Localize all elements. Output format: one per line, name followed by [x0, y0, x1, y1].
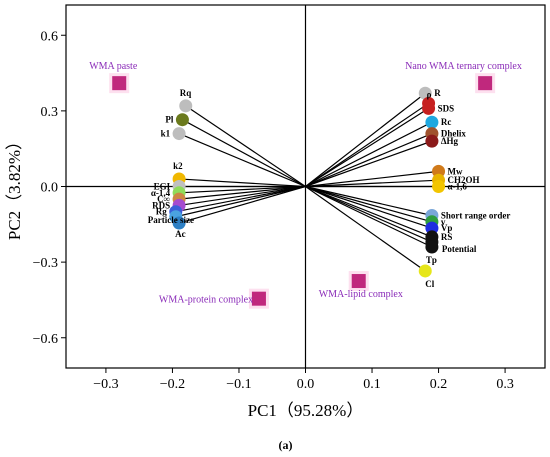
variable-label: Rc [441, 117, 452, 127]
variable-point [172, 127, 186, 141]
x-tick-label: −0.3 [93, 377, 118, 392]
variable-label: SDS [438, 103, 455, 113]
loading-vector [305, 185, 433, 229]
y-tick-label: 0.6 [41, 29, 59, 44]
loading-vector [305, 133, 433, 188]
loading-vector [305, 185, 433, 223]
group-label: WMA-protein complex [159, 295, 253, 306]
variable-label: Dhelix [441, 129, 467, 139]
group-marker [112, 76, 127, 91]
variable-label: Tp [426, 255, 437, 265]
x-axis-title: PC1（95.28%） [248, 401, 364, 420]
variable-point [432, 180, 446, 193]
loading-vector [305, 185, 433, 248]
variable-label: CH2OH [448, 175, 480, 185]
loading-vector [305, 179, 439, 188]
group-marker [351, 274, 366, 289]
y-axis-title: PC2（3.82%） [5, 133, 24, 240]
variable-point [172, 216, 186, 230]
loading-vector [305, 185, 433, 217]
y-tick-label: 0.3 [41, 105, 59, 120]
variable-label: ΔHg [441, 136, 459, 146]
loading-vector [182, 119, 306, 188]
loading-vector [175, 185, 306, 218]
loading-vector [179, 185, 306, 194]
loading-vector [305, 170, 439, 188]
variable-point [179, 99, 193, 113]
group-marker [251, 291, 266, 306]
x-tick-label: 0.3 [496, 377, 514, 392]
variable-point [422, 101, 436, 115]
variable-label: EGI [154, 182, 171, 192]
variable-label: Cl [425, 279, 434, 289]
variable-label: C∞ [157, 194, 170, 204]
loading-vector [305, 102, 429, 187]
variable-label: Potential [442, 244, 477, 254]
variable-label: v [441, 217, 446, 227]
panel-label: (a) [279, 438, 293, 452]
loading-vector [305, 186, 426, 272]
group-label: Nano WMA ternary complex [405, 61, 522, 72]
loading-vector [185, 105, 306, 187]
variable-label: Rq [180, 88, 192, 98]
x-axis-ticks: −0.3 −0.2 −0.1 0.0 0.1 0.2 0.3 [93, 368, 514, 392]
variable-label: Ac [175, 229, 186, 239]
y-tick-label: 0.0 [41, 181, 59, 196]
variable-point [425, 134, 439, 148]
variable-label: RDS [152, 200, 170, 210]
group-label: WMA-lipid complex [319, 289, 403, 300]
variable-point [418, 86, 432, 100]
loading-vector [305, 185, 433, 243]
variable-label: ρ [427, 89, 432, 99]
y-tick-label: −0.3 [33, 256, 58, 271]
loading-vector [175, 185, 306, 213]
y-axis-ticks: −0.6 −0.3 0.0 0.3 0.6 [33, 29, 66, 347]
variable-label: RS [441, 232, 453, 242]
loading-vector [178, 185, 306, 224]
variable-point [425, 115, 439, 129]
loading-vector [305, 140, 433, 188]
loading-vector [179, 178, 306, 188]
loading-vector [305, 92, 426, 187]
loading-vector [305, 121, 433, 188]
variable-label: Mw [448, 166, 463, 176]
group-marker [478, 76, 493, 91]
variable-label: k1 [161, 129, 171, 139]
variable-label: α-1,4 [151, 188, 171, 198]
variable-label: Pl [165, 115, 173, 125]
variable-label: R [434, 88, 441, 98]
loading-vector [179, 185, 306, 206]
x-tick-label: 0.1 [363, 377, 381, 392]
variable-point [425, 240, 439, 254]
variable-point [175, 113, 189, 127]
variable-label: Vp [441, 223, 453, 233]
variable-label: α-1,6 [448, 182, 468, 192]
loading-vector [305, 185, 433, 238]
x-tick-label: 0.2 [430, 377, 448, 392]
variable-label: k2 [173, 161, 183, 171]
variable-label: Rg [156, 207, 167, 217]
loading-vector [305, 107, 429, 188]
x-tick-label: 0.0 [297, 377, 315, 392]
x-tick-label: −0.1 [226, 377, 251, 392]
variable-point [418, 264, 432, 278]
loading-vector [178, 133, 306, 188]
x-tick-label: −0.2 [160, 377, 185, 392]
variable-label: Short range order [441, 210, 511, 220]
group-label: WMA paste [89, 61, 138, 72]
variable-label: Particle size [148, 215, 194, 225]
loading-vector [179, 185, 306, 200]
y-tick-label: −0.6 [33, 332, 58, 347]
